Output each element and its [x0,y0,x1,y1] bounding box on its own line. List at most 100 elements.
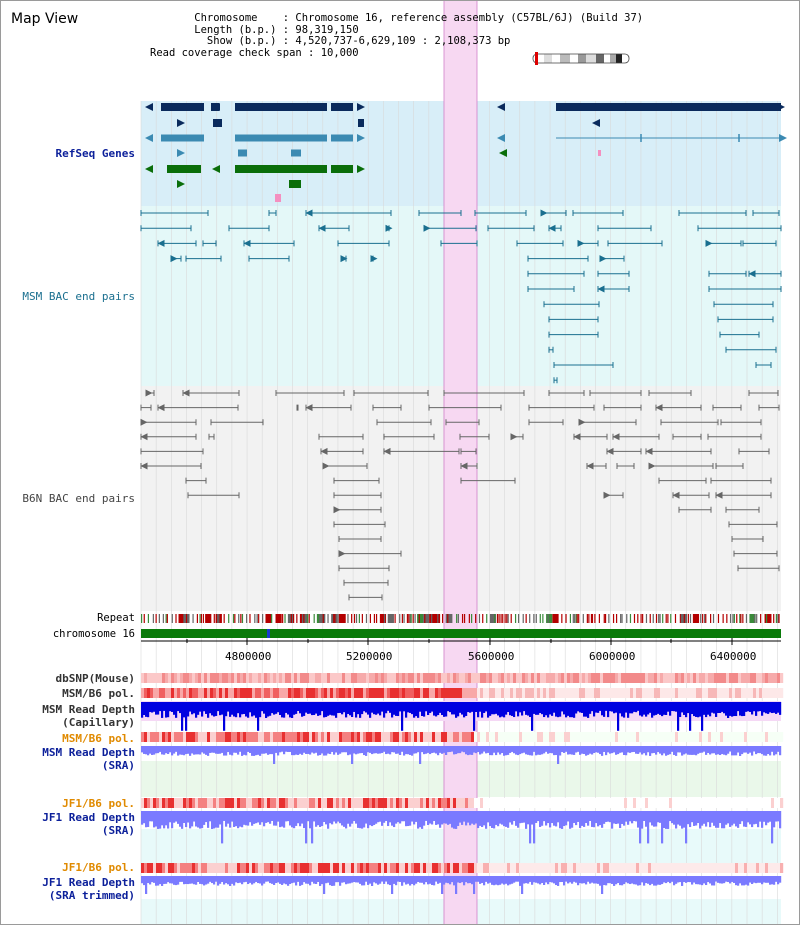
jf1-b6-pol-strip-2 [390,863,394,873]
repeat-element [300,614,303,623]
jf1-b6-pol-strip-2 [537,863,541,873]
jf1-b6-pol-strip [741,798,745,808]
jf1-depth-sra-bar [221,811,224,844]
jf1-depth-sra-bar [703,811,706,824]
repeat-element [461,614,464,623]
jf1-b6-pol-strip [438,798,442,808]
jf1-depth-trim-bar [229,876,232,886]
msm-depth-capillary-bar [211,702,214,716]
msm-depth-sra-bar [505,746,508,756]
msm-b6-pol-strip [207,688,211,698]
jf1-depth-sra-bar [289,811,292,826]
dbsnp-strip [339,673,343,683]
repeat-element [254,614,256,623]
repeat-element [246,614,248,623]
msm-b6-pol-strip [468,688,472,698]
msm-depth-sra-bar [245,746,248,756]
msm-b6-pol-strip [462,688,466,698]
msm-b6-pol-strip [150,688,154,698]
jf1-depth-sra-bar [737,811,740,828]
repeat-element [705,614,707,623]
msm-depth-sra-bar [597,746,600,753]
jf1-depth-trim-bar [299,876,302,886]
jf1-depth-sra-bar [341,811,344,826]
dbsnp-strip [594,673,598,683]
msm-depth-capillary-bar [679,702,682,718]
track-label-refseq[interactable]: RefSeq Genes [55,147,135,160]
jf1-depth-sra-bar [589,811,592,821]
jf1-depth-trim-bar [357,876,360,883]
jf1-depth-sra-bar [615,811,618,825]
jf1-depth-trim-bar [611,876,614,884]
jf1-depth-trim-bar [499,876,502,885]
jf1-depth-trim-bar [447,876,450,884]
msm-depth-capillary-bar [609,702,612,712]
jf1-depth-trim-bar [757,876,760,883]
msm-b6-pol-strip-2 [525,732,529,742]
jf1-depth-trim-bar [747,876,750,886]
jf1-depth-sra-bar [523,811,526,823]
msm-depth-sra-bar [705,746,708,755]
jf1-depth-trim-bar [645,876,648,884]
msm-b6-pol-strip-2 [174,732,178,742]
jf1-depth-sra-bar [219,811,222,825]
jf1-b6-pol-strip [396,798,400,808]
msm-depth-sra-bar [471,746,474,755]
msm-depth-sra-bar [643,746,646,754]
msm-depth-capillary-bar [317,702,320,716]
msm-depth-sra-bar [421,746,424,753]
jf1-b6-pol-strip-2 [510,863,514,873]
b6n-bac-pair-arrow [603,491,611,499]
jf1-depth-sra-bar [757,811,760,828]
msm-b6-pol-strip [543,688,547,698]
track-label-msm-bac[interactable]: MSM BAC end pairs [22,290,135,303]
dbsnp-strip [258,673,262,683]
jf1-depth-sra-bar [205,811,208,823]
jf1-b6-pol-strip [420,798,424,808]
track-label-jf1-pol-2: JF1/B6 pol. [62,861,135,874]
msm-depth-capillary-bar [443,702,446,717]
jf1-depth-trim-bar [173,876,176,885]
jf1-b6-pol-strip-2 [636,863,640,873]
jf1-depth-sra-bar [481,811,484,828]
jf1-b6-pol-strip-2 [654,863,658,873]
jf1-b6-pol-strip [186,798,190,808]
repeat-element [765,614,768,623]
msm-depth-capillary-bar [713,702,716,714]
jf1-depth-trim-bar [567,876,570,884]
msm-b6-pol-strip-2 [408,732,412,742]
jf1-depth-sra-bar [671,811,674,824]
jf1-b6-pol-strip-2 [231,863,235,873]
msm-b6-pol-strip-2 [486,732,490,742]
msm-depth-capillary-bar [619,702,622,714]
msm-b6-pol-strip-2 [363,732,367,742]
track-label-b6n-bac[interactable]: B6N BAC end pairs [22,492,135,505]
track-label-repeat: Repeat [97,612,135,624]
msm-depth-sra-bar [563,746,566,753]
msm-depth-sra-bar [721,746,724,755]
jf1-depth-sra-bar [339,811,342,824]
msm-depth-capillary-bar [743,702,746,716]
dbsnp-strip [369,673,373,683]
jf1-depth-trim-bar [175,876,178,886]
jf1-depth-trim-bar [157,876,160,886]
msm-b6-pol-strip [420,688,424,698]
dbsnp-strip [759,673,763,683]
jf1-b6-pol-strip [651,798,655,808]
msm-b6-pol-strip-2 [612,732,616,742]
msm-depth-capillary-bar [415,702,418,717]
jf1-depth-sra-bar [491,811,494,828]
repeat-element [292,614,295,623]
jf1-depth-sra-bar [721,811,724,829]
jf1-depth-trim-bar [203,876,206,886]
jf1-depth-trim-bar [521,876,524,894]
jf1-b6-pol-strip [330,798,334,808]
jf1-depth-trim-bar [675,876,678,884]
msm-depth-capillary-bar [297,702,300,711]
msm-depth-capillary-bar [363,702,366,712]
msm-depth-capillary-bar [279,702,282,715]
dbsnp-strip [648,673,652,683]
msm-b6-pol-strip-2 [519,732,523,742]
jf1-depth-trim-bar [387,876,390,885]
